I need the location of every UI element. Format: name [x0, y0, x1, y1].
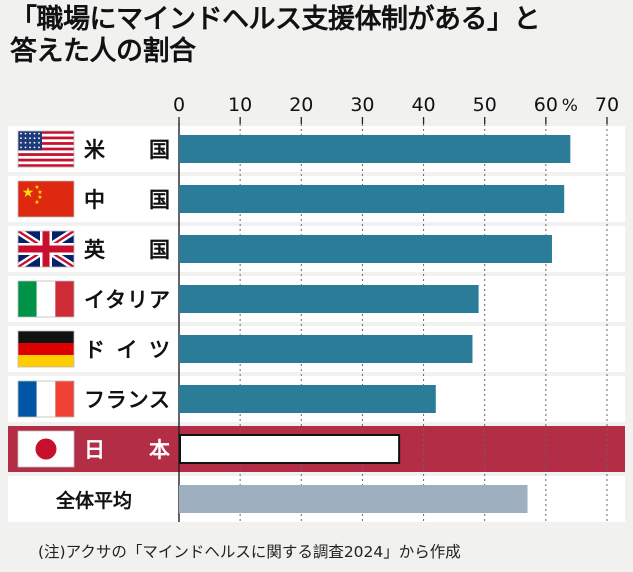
- title-line-2: 答えた人の割合: [10, 36, 196, 67]
- flag-gb-icon: [17, 230, 75, 268]
- bar: [179, 485, 528, 513]
- category-label: 中 国: [84, 188, 170, 212]
- source-note: (注)アクサの「マインドヘルスに関する調査2024」から作成: [38, 543, 461, 561]
- flag-jp-icon: [17, 430, 75, 468]
- bar: [179, 434, 401, 464]
- x-tick-label: 50: [473, 94, 497, 116]
- svg-text:★: ★: [34, 199, 39, 206]
- bar: [179, 285, 479, 313]
- flag-us-icon: [17, 130, 75, 168]
- bar: [179, 335, 473, 363]
- category-label: 英 国: [84, 238, 170, 262]
- flag-it-icon: [17, 280, 75, 318]
- category-label: イタリア: [84, 288, 170, 312]
- chart-title: 「職場にマインドヘルス支援体制がある」と 答えた人の割合: [10, 4, 541, 68]
- category-label: ドイツ: [84, 338, 170, 362]
- flag-fr-icon: [17, 380, 75, 418]
- svg-text:★: ★: [37, 189, 42, 196]
- bar: [179, 135, 571, 163]
- flag-cn-icon: ★ ★★★★: [17, 180, 75, 218]
- svg-text:★: ★: [37, 194, 42, 201]
- x-tick-label: 20: [289, 94, 313, 116]
- x-tick-label: 70: [595, 94, 619, 116]
- x-tick-label: 60: [534, 94, 558, 116]
- bar: [179, 185, 565, 213]
- x-tick-label: 40: [411, 94, 435, 116]
- x-unit-label: %: [562, 96, 578, 116]
- category-label: 全体平均: [55, 489, 132, 512]
- bar: [179, 235, 552, 263]
- svg-text:★: ★: [34, 184, 39, 191]
- flag-de-icon: [17, 330, 75, 368]
- x-tick-label: 10: [228, 94, 252, 116]
- category-label: フランス: [84, 388, 170, 412]
- x-tick-label: 0: [173, 94, 185, 116]
- title-line-1: 「職場にマインドヘルス支援体制がある」と: [10, 4, 541, 35]
- x-tick-label: 30: [350, 94, 374, 116]
- category-label: 米 国: [84, 138, 170, 162]
- svg-text:★: ★: [22, 185, 35, 201]
- bar: [179, 385, 436, 413]
- category-label: 日 本: [84, 438, 170, 462]
